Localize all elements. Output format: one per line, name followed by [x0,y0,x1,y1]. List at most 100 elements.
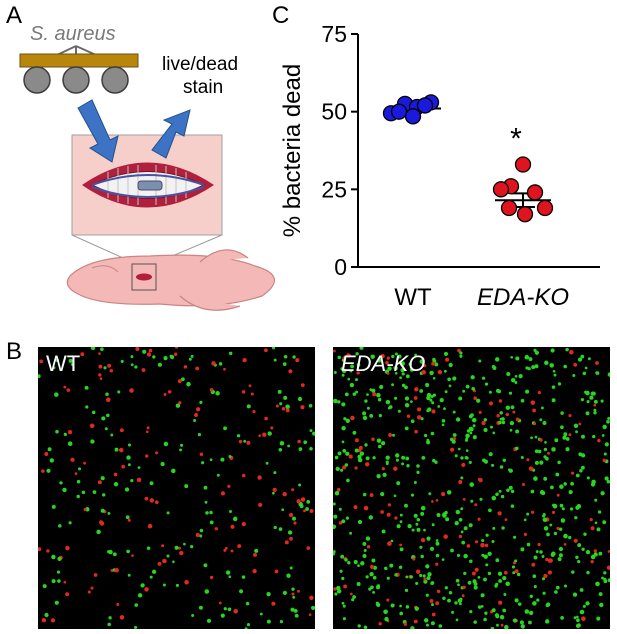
live-bacterium [497,571,503,576]
live-bacterium [372,456,376,460]
live-bacterium [585,549,591,555]
live-bacterium [266,591,271,597]
live-bacterium [376,602,381,608]
live-bacterium [149,481,154,486]
live-bacterium [435,553,440,558]
live-bacterium [345,516,350,520]
dead-bacterium [65,545,70,551]
dead-bacterium [46,549,50,553]
dead-bacterium [174,347,179,349]
dead-bacterium [167,390,172,394]
live-bacterium [397,409,401,413]
live-bacterium [573,423,579,429]
dead-bacterium [227,484,231,488]
live-bacterium [543,455,547,459]
live-bacterium [47,447,52,452]
dead-bacterium [285,408,290,413]
live-bacterium [312,431,315,436]
live-bacterium [58,524,62,528]
live-bacterium [607,416,610,421]
live-bacterium [341,358,345,362]
live-bacterium [223,607,227,611]
live-bacterium [283,355,288,359]
live-bacterium [175,403,181,408]
live-bacterium [419,359,425,364]
live-bacterium [510,504,515,508]
live-bacterium [390,539,394,543]
live-bacterium [385,460,389,464]
dead-bacterium [141,368,146,373]
live-bacterium [515,356,520,361]
panel-b-letter: B [6,338,23,365]
live-bacterium [106,413,110,418]
live-bacterium [309,447,313,451]
y-axis-label: % bacteria dead [279,64,306,237]
dead-bacterium [252,568,257,574]
live-bacterium [586,400,590,404]
live-bacterium [577,357,583,362]
dead-bacterium [431,361,436,366]
live-bacterium [220,613,225,618]
dead-bacterium [556,493,560,497]
dead-bacterium [573,362,578,367]
live-bacterium [491,539,495,544]
live-bacterium [140,583,145,588]
live-bacterium [469,610,473,614]
live-bacterium [447,377,451,382]
live-bacterium [225,570,231,575]
live-bacterium [601,576,604,580]
live-bacterium [175,583,179,587]
live-bacterium [103,366,107,370]
live-bacterium [267,431,272,436]
live-bacterium [180,443,184,447]
live-bacterium [541,555,545,558]
dead-bacterium [246,440,251,445]
live-bacterium [483,577,487,582]
micrograph-eda-ko-bacteria [333,347,610,629]
dead-bacterium [533,422,537,426]
live-bacterium [584,366,588,370]
dead-bacterium [457,348,461,353]
live-bacterium [376,474,381,479]
live-bacterium [413,481,417,484]
live-bacterium [38,374,41,379]
live-bacterium [499,614,505,620]
live-bacterium [378,444,382,449]
live-bacterium [336,585,341,591]
live-bacterium [534,364,539,369]
live-bacterium [452,433,457,437]
stain-arrows [77,99,191,163]
live-bacterium [137,466,141,469]
live-bacterium [494,584,498,588]
live-bacterium [399,520,403,523]
live-bacterium [431,523,435,527]
dead-bacterium [450,447,455,452]
live-bacterium [113,482,119,487]
live-bacterium [391,383,395,387]
dead-bacterium [423,364,427,368]
dead-bacterium [333,587,337,591]
live-bacterium [563,432,568,437]
live-bacterium [492,431,496,435]
live-bacterium [197,432,202,437]
live-bacterium [399,611,404,616]
dead-bacterium [63,580,67,584]
live-bacterium [341,519,346,524]
live-bacterium [420,505,426,511]
live-bacterium [501,526,505,530]
live-bacterium [85,405,89,409]
live-bacterium [555,472,560,477]
live-bacterium [92,490,97,494]
live-bacterium [460,456,464,460]
live-bacterium [572,592,578,597]
live-bacterium [456,553,461,557]
live-bacterium [387,366,392,371]
live-bacterium [528,357,533,362]
dead-bacterium [241,521,246,527]
live-bacterium [186,381,191,387]
live-bacterium [558,546,564,552]
live-bacterium [600,491,605,496]
live-bacterium [293,608,298,613]
dead-bacterium [348,454,353,459]
live-bacterium [134,603,138,607]
